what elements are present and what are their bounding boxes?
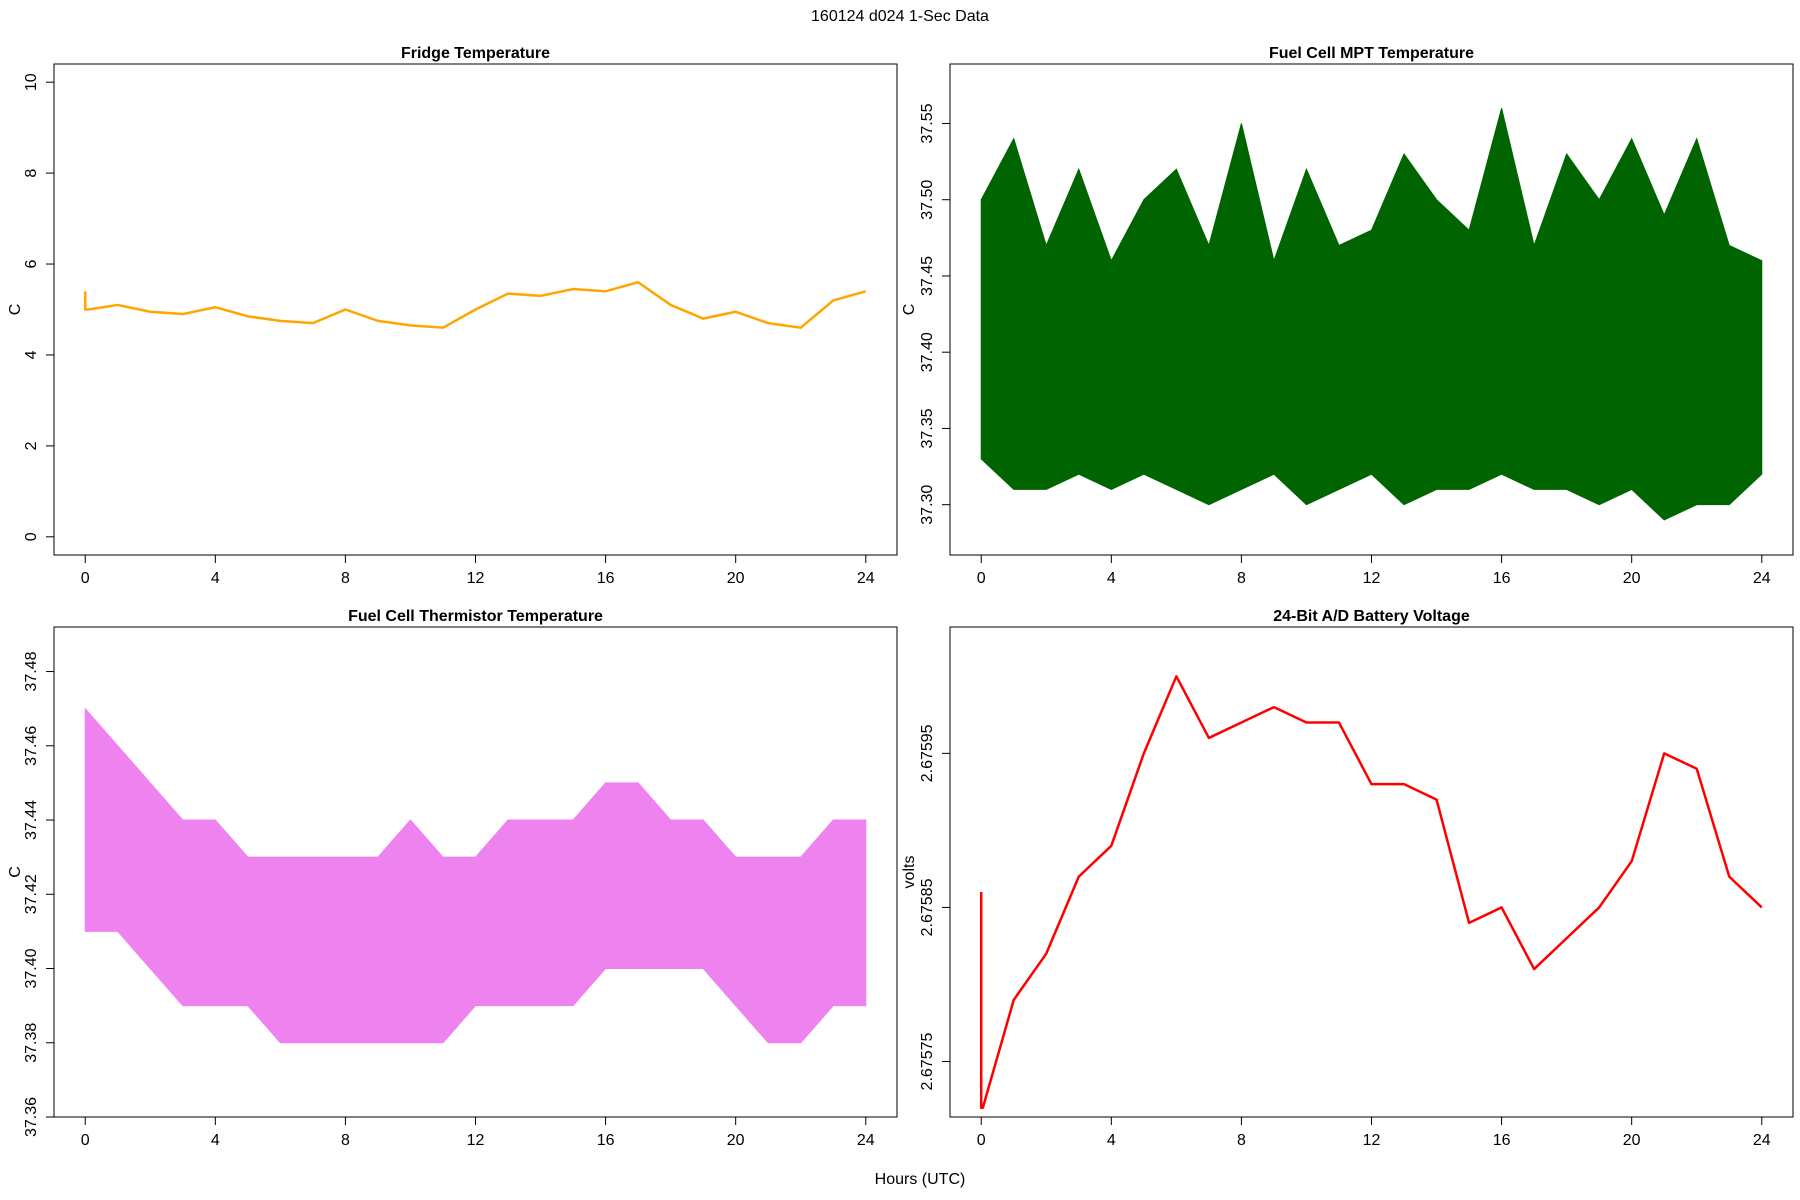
y-tick-label: 37.46 xyxy=(23,726,40,766)
y-tick-label: 8 xyxy=(23,169,40,178)
x-tick-label: 8 xyxy=(341,1132,350,1149)
plot-frame xyxy=(949,626,1794,1118)
y-axis-label: C xyxy=(7,866,24,878)
y-tick-label: 37.36 xyxy=(23,1097,40,1137)
y-tick-label: 37.48 xyxy=(23,651,40,691)
x-tick-label: 12 xyxy=(467,1132,485,1149)
x-tick-label: 20 xyxy=(727,1132,745,1149)
panel-title: 24-Bit A/D Battery Voltage xyxy=(1273,608,1470,625)
y-axis-label: volts xyxy=(901,856,918,889)
x-tick-label: 12 xyxy=(467,570,485,587)
y-tick-label: 37.55 xyxy=(919,103,936,143)
plot-frame xyxy=(949,63,1794,556)
y-axis-label: C xyxy=(901,304,918,316)
panel-title: Fuel Cell MPT Temperature xyxy=(1269,45,1474,62)
x-tick-label: 4 xyxy=(211,1132,220,1149)
y-tick-label: 37.35 xyxy=(919,408,936,448)
plot-area xyxy=(979,675,1763,1109)
y-axis-label: C xyxy=(7,304,24,316)
panel-title: Fridge Temperature xyxy=(401,45,550,62)
y-tick-label: 37.45 xyxy=(919,256,936,296)
x-axis-label: Hours (UTC) xyxy=(875,1171,966,1188)
plot-frame xyxy=(53,626,898,1118)
y-tick-label: 37.30 xyxy=(919,485,936,525)
x-tick-label: 8 xyxy=(1237,570,1246,587)
plot-area xyxy=(84,707,867,1044)
x-tick-label: 24 xyxy=(857,1132,875,1149)
plot-frame xyxy=(53,63,898,556)
x-tick-label: 12 xyxy=(1363,1132,1381,1149)
x-tick-label: 24 xyxy=(857,570,875,587)
data-line xyxy=(83,280,867,329)
x-tick-label: 16 xyxy=(1493,570,1511,587)
y-tick-label: 2 xyxy=(23,441,40,450)
data-line xyxy=(979,675,1763,1109)
x-tick-label: 20 xyxy=(1623,570,1641,587)
x-tick-label: 0 xyxy=(977,570,986,587)
y-tick-label: 6 xyxy=(23,259,40,268)
y-tick-label: 2.67575 xyxy=(919,1033,936,1091)
x-tick-label: 4 xyxy=(211,570,220,587)
x-tick-label: 8 xyxy=(341,570,350,587)
x-tick-label: 0 xyxy=(81,1132,90,1149)
x-tick-label: 0 xyxy=(977,1132,986,1149)
y-tick-label: 10 xyxy=(23,73,40,91)
panel-title: Fuel Cell Thermistor Temperature xyxy=(348,608,603,625)
y-tick-label: 0 xyxy=(23,532,40,541)
data-band xyxy=(84,707,867,1044)
y-tick-label: 37.50 xyxy=(919,180,936,220)
x-tick-label: 16 xyxy=(597,1132,615,1149)
y-tick-label: 4 xyxy=(23,350,40,359)
y-tick-label: 2.67595 xyxy=(919,724,936,782)
plot-area xyxy=(980,108,1763,521)
y-tick-label: 37.38 xyxy=(23,1023,40,1063)
y-tick-label: 37.40 xyxy=(919,332,936,372)
x-tick-label: 4 xyxy=(1107,570,1116,587)
figure-title: 160124 d024 1-Sec Data xyxy=(811,8,989,25)
plot-area xyxy=(83,280,867,329)
x-tick-label: 16 xyxy=(1493,1132,1511,1149)
x-tick-label: 24 xyxy=(1753,1132,1771,1149)
x-tick-label: 16 xyxy=(597,570,615,587)
x-tick-label: 12 xyxy=(1363,570,1381,587)
y-tick-label: 37.44 xyxy=(23,800,40,840)
y-tick-label: 37.40 xyxy=(23,948,40,988)
x-tick-label: 8 xyxy=(1237,1132,1246,1149)
data-band xyxy=(980,108,1763,521)
y-tick-label: 37.42 xyxy=(23,874,40,914)
x-tick-label: 0 xyxy=(81,570,90,587)
y-tick-label: 2.67585 xyxy=(919,878,936,936)
x-tick-label: 20 xyxy=(1623,1132,1641,1149)
x-tick-label: 24 xyxy=(1753,570,1771,587)
x-tick-label: 20 xyxy=(727,570,745,587)
x-tick-label: 4 xyxy=(1107,1132,1116,1149)
